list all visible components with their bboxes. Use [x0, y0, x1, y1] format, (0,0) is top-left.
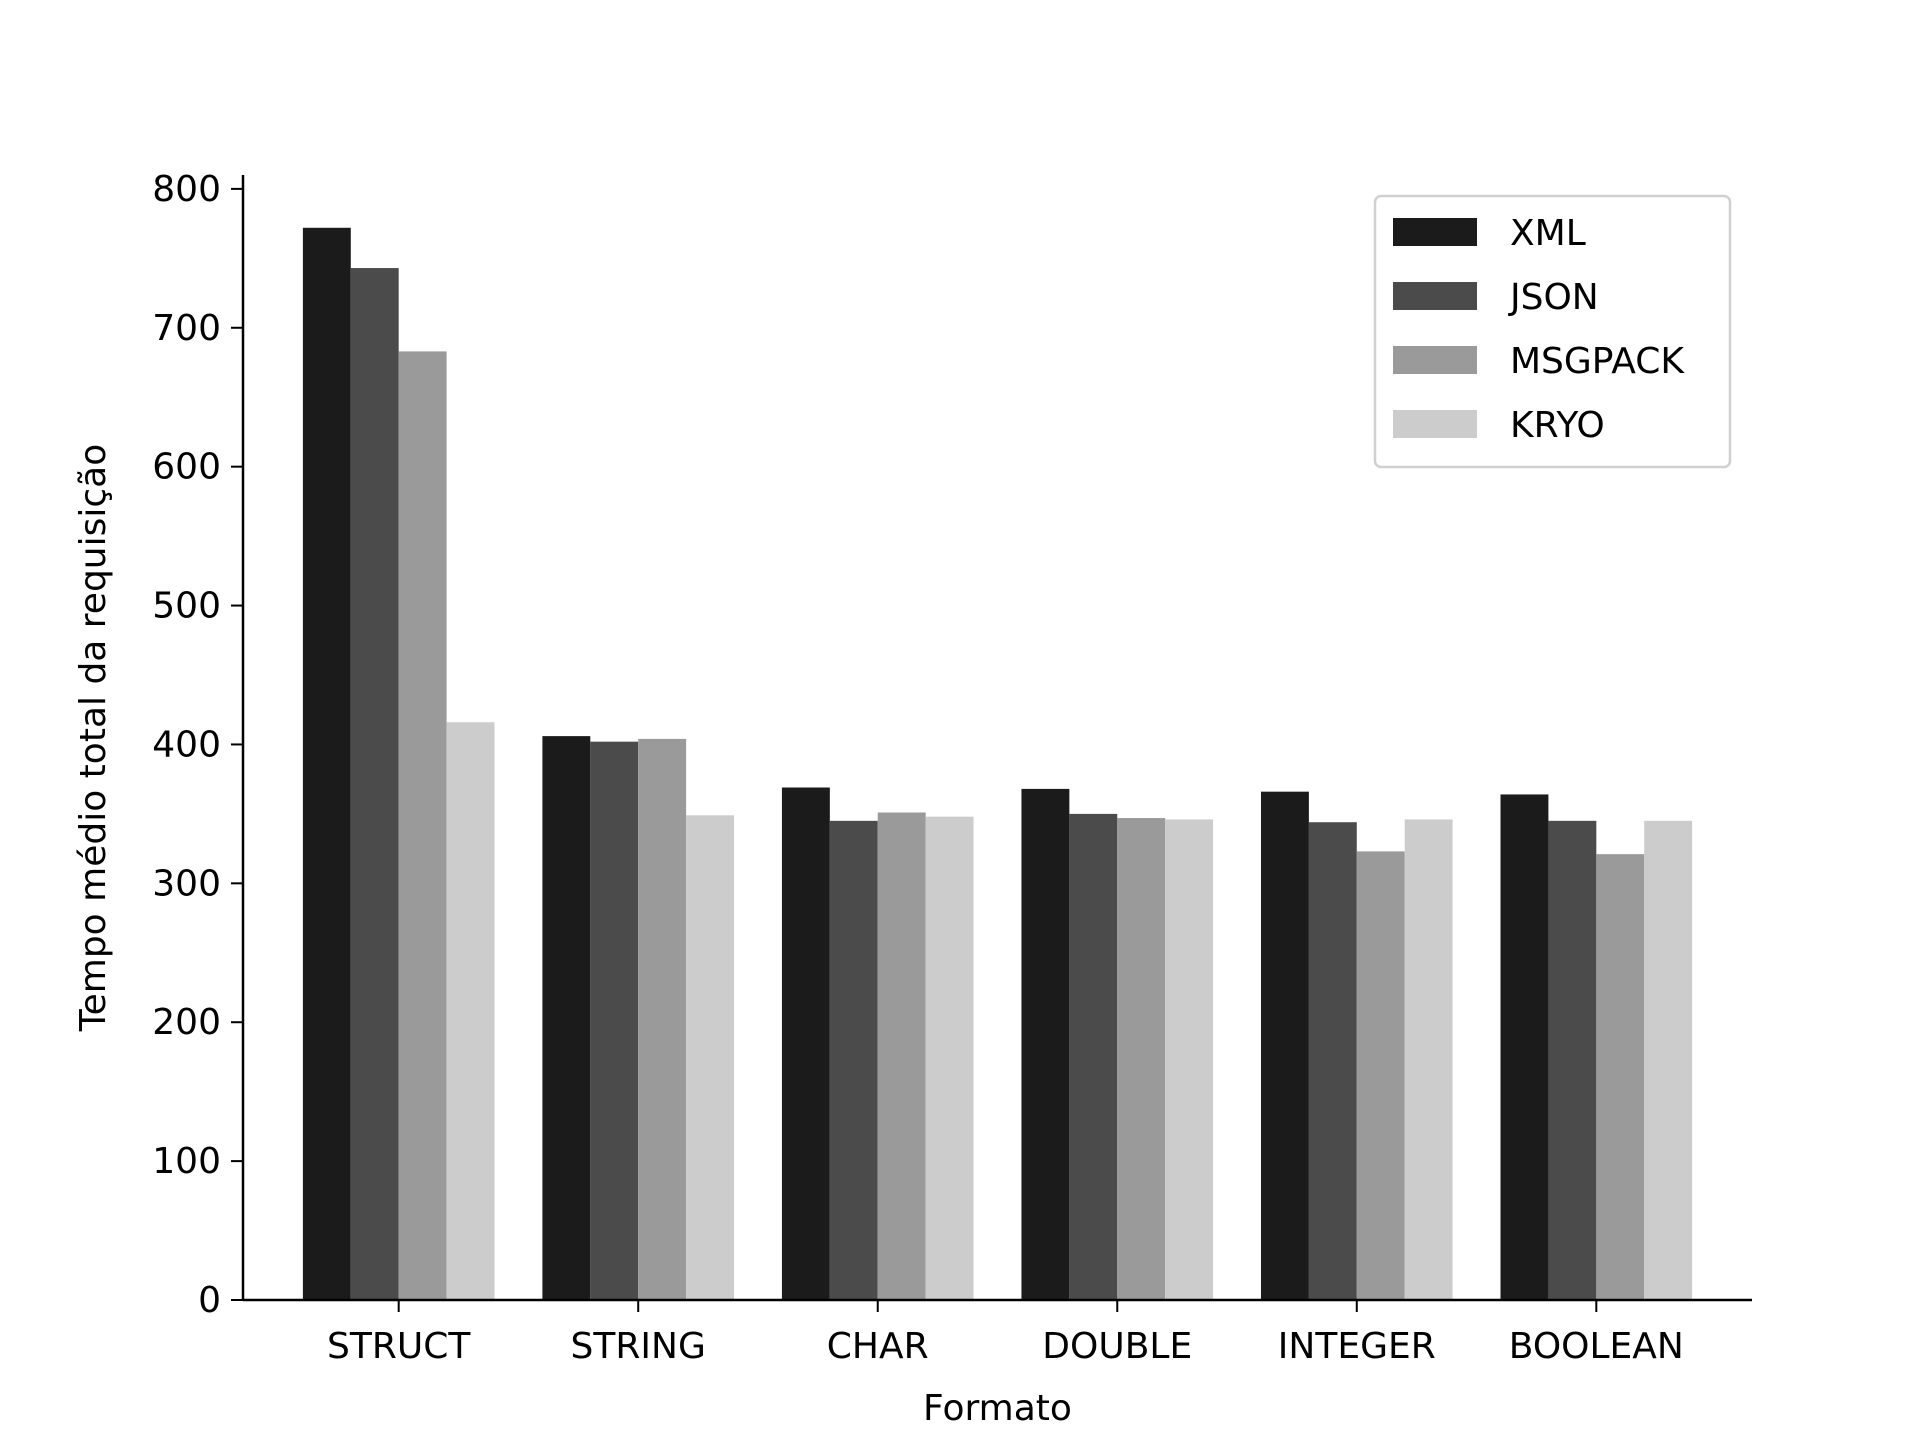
bar-kryo-boolean	[1644, 820, 1693, 1300]
legend-swatch-kryo	[1393, 410, 1477, 438]
y-tick-label: 300	[152, 863, 221, 904]
bar-xml-integer	[1260, 791, 1309, 1300]
legend: XML JSON MSGPACK KRYO	[1373, 194, 1732, 469]
y-tick-label: 100	[152, 1141, 221, 1182]
legend-label-kryo: KRYO	[1510, 405, 1605, 446]
bars	[302, 227, 1693, 1300]
bar-kryo-double	[1165, 819, 1214, 1300]
x-tick-label-struct: STRUCT	[327, 1326, 471, 1367]
bar-xml-string	[542, 736, 591, 1300]
bar-msgpack-integer	[1356, 851, 1405, 1300]
legend-swatch-json	[1393, 282, 1477, 310]
legend-label-msgpack: MSGPACK	[1510, 341, 1685, 382]
bar-msgpack-double	[1117, 818, 1166, 1300]
y-tick-label: 700	[152, 308, 221, 349]
y-tick-label: 500	[152, 586, 221, 627]
legend-swatch-xml	[1393, 218, 1477, 246]
x-tick-label-double: DOUBLE	[1042, 1326, 1192, 1367]
bar-kryo-struct	[446, 722, 495, 1300]
bar-kryo-char	[925, 816, 974, 1300]
bar-xml-struct	[302, 227, 351, 1300]
bar-xml-double	[1021, 788, 1070, 1300]
bar-kryo-string	[686, 815, 735, 1300]
bar-json-integer	[1308, 822, 1357, 1300]
y-tick-label: 400	[152, 724, 221, 765]
bar-msgpack-struct	[398, 351, 447, 1300]
bar-msgpack-string	[638, 738, 687, 1300]
legend-label-xml: XML	[1510, 213, 1586, 254]
x-tick-label-integer: INTEGER	[1278, 1326, 1436, 1367]
bar-json-char	[829, 820, 878, 1300]
bar-kryo-integer	[1404, 819, 1453, 1300]
y-tick-label: 0	[198, 1280, 221, 1321]
bar-xml-boolean	[1500, 794, 1549, 1300]
y-tick-label: 600	[152, 447, 221, 488]
x-axis: STRUCT STRING CHAR DOUBLE INTEGER BOOLEAN	[243, 1298, 1752, 1367]
y-tick-label: 800	[152, 169, 221, 210]
bar-json-double	[1069, 813, 1118, 1300]
bar-json-string	[590, 741, 639, 1300]
bar-msgpack-char	[877, 812, 926, 1300]
y-tick-label: 200	[152, 1002, 221, 1043]
x-tick-label-string: STRING	[571, 1326, 706, 1367]
y-axis: 0 100 200 300 400 500 600 700 800	[152, 169, 245, 1321]
legend-label-json: JSON	[1508, 277, 1599, 318]
bar-json-boolean	[1548, 820, 1597, 1300]
bar-msgpack-boolean	[1596, 854, 1645, 1300]
x-tick-label-char: CHAR	[827, 1326, 929, 1367]
y-axis-label: Tempo médio total da requisição	[73, 444, 114, 1033]
legend-box	[1373, 194, 1732, 469]
legend-swatch-msgpack	[1393, 346, 1477, 374]
x-axis-label: Formato	[923, 1388, 1072, 1429]
x-tick-label-boolean: BOOLEAN	[1509, 1326, 1684, 1367]
bar-json-struct	[350, 268, 399, 1300]
bar-xml-char	[781, 787, 830, 1300]
